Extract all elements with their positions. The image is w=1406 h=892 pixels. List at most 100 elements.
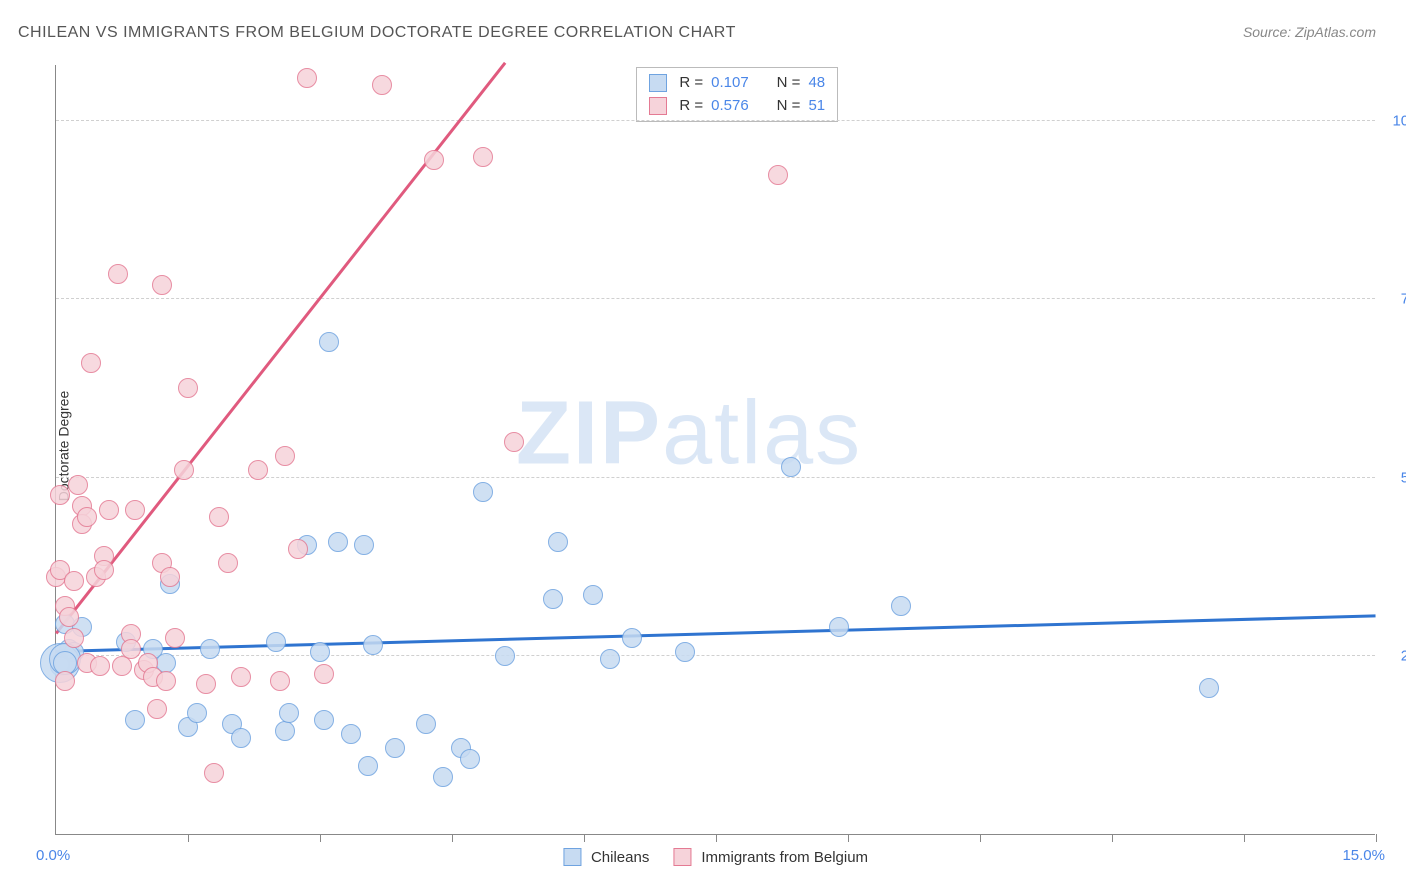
gridline-h: [56, 120, 1375, 121]
x-min-label: 0.0%: [36, 847, 70, 864]
n-value-belgium: 51: [808, 95, 825, 118]
point-belgium: [270, 671, 290, 691]
point-chileans: [279, 703, 299, 723]
point-chileans: [622, 628, 642, 648]
point-chileans: [495, 646, 515, 666]
watermark-bold: ZIP: [516, 384, 662, 484]
swatch-belgium: [649, 97, 667, 115]
point-belgium: [196, 674, 216, 694]
point-chileans: [829, 617, 849, 637]
x-tick: [452, 834, 453, 842]
point-belgium: [90, 656, 110, 676]
legend-label-belgium: Immigrants from Belgium: [701, 849, 868, 866]
point-belgium: [297, 68, 317, 88]
point-chileans: [385, 738, 405, 758]
point-chileans: [314, 710, 334, 730]
chart-title: CHILEAN VS IMMIGRANTS FROM BELGIUM DOCTO…: [18, 24, 736, 42]
x-tick: [980, 834, 981, 842]
swatch-chileans: [563, 848, 581, 866]
point-chileans: [473, 482, 493, 502]
point-chileans: [433, 767, 453, 787]
n-value-chileans: 48: [808, 72, 825, 95]
point-chileans: [187, 703, 207, 723]
point-belgium: [504, 432, 524, 452]
point-belgium: [59, 607, 79, 627]
y-tick-label: 5.0%: [1385, 469, 1406, 486]
correlation-row-belgium: R = 0.576 N = 51: [649, 95, 825, 118]
n-label: N =: [777, 72, 801, 95]
x-tick: [584, 834, 585, 842]
point-belgium: [121, 639, 141, 659]
point-belgium: [55, 671, 75, 691]
point-chileans: [1199, 678, 1219, 698]
point-belgium: [174, 460, 194, 480]
legend-item-chileans: Chileans: [563, 848, 649, 866]
plot-area: ZIPatlas R = 0.107 N = 48 R = 0.576 N = …: [55, 65, 1375, 835]
gridline-h: [56, 298, 1375, 299]
point-chileans: [310, 642, 330, 662]
point-belgium: [156, 671, 176, 691]
point-belgium: [147, 699, 167, 719]
source-label: Source: ZipAtlas.com: [1243, 24, 1376, 40]
point-chileans: [600, 649, 620, 669]
r-label: R =: [679, 72, 703, 95]
point-belgium: [94, 560, 114, 580]
point-chileans: [354, 535, 374, 555]
point-belgium: [125, 500, 145, 520]
point-belgium: [50, 485, 70, 505]
x-tick: [320, 834, 321, 842]
point-chileans: [231, 728, 251, 748]
point-belgium: [68, 475, 88, 495]
correlation-legend: R = 0.107 N = 48 R = 0.576 N = 51: [636, 67, 838, 122]
y-tick-label: 2.5%: [1385, 647, 1406, 664]
watermark-light: atlas: [662, 384, 862, 484]
point-belgium: [248, 460, 268, 480]
x-tick: [1376, 834, 1377, 842]
point-belgium: [231, 667, 251, 687]
point-belgium: [768, 165, 788, 185]
point-belgium: [314, 664, 334, 684]
series-legend: Chileans Immigrants from Belgium: [563, 848, 868, 866]
point-belgium: [112, 656, 132, 676]
point-belgium: [165, 628, 185, 648]
r-value-belgium: 0.576: [711, 95, 749, 118]
gridline-h: [56, 655, 1375, 656]
point-chileans: [543, 589, 563, 609]
trend-line-chileans: [56, 614, 1376, 652]
point-chileans: [460, 749, 480, 769]
trend-line-belgium: [55, 62, 506, 634]
point-chileans: [266, 632, 286, 652]
point-chileans: [583, 585, 603, 605]
point-chileans: [275, 721, 295, 741]
point-belgium: [204, 763, 224, 783]
point-chileans: [319, 332, 339, 352]
point-belgium: [152, 275, 172, 295]
point-chileans: [358, 756, 378, 776]
x-tick: [1112, 834, 1113, 842]
point-belgium: [99, 500, 119, 520]
swatch-chileans: [649, 74, 667, 92]
point-belgium: [209, 507, 229, 527]
point-belgium: [275, 446, 295, 466]
r-value-chileans: 0.107: [711, 72, 749, 95]
point-chileans: [363, 635, 383, 655]
point-chileans: [341, 724, 361, 744]
point-belgium: [81, 353, 101, 373]
legend-label-chileans: Chileans: [591, 849, 649, 866]
point-belgium: [108, 264, 128, 284]
point-belgium: [77, 507, 97, 527]
x-tick: [1244, 834, 1245, 842]
watermark: ZIPatlas: [516, 383, 862, 486]
y-tick-label: 10.0%: [1385, 113, 1406, 130]
point-chileans: [200, 639, 220, 659]
point-belgium: [64, 628, 84, 648]
swatch-belgium: [673, 848, 691, 866]
point-belgium: [372, 75, 392, 95]
point-belgium: [160, 567, 180, 587]
x-tick: [716, 834, 717, 842]
x-tick: [848, 834, 849, 842]
point-belgium: [424, 150, 444, 170]
r-label: R =: [679, 95, 703, 118]
correlation-row-chileans: R = 0.107 N = 48: [649, 72, 825, 95]
point-chileans: [548, 532, 568, 552]
